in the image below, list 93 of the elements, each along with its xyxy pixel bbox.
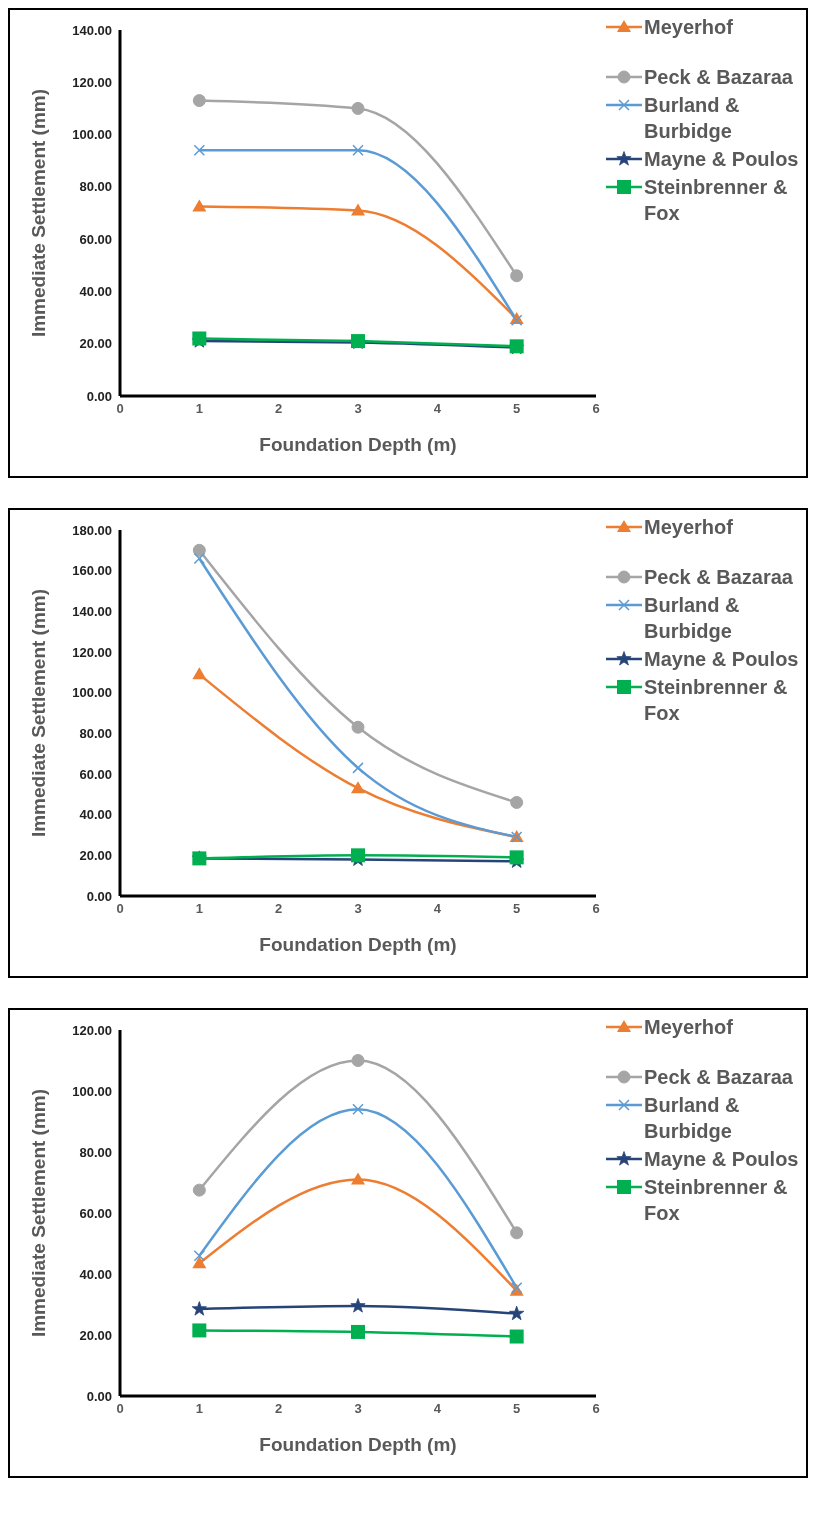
- x-axis-title: Foundation Depth (m): [259, 434, 457, 455]
- y-axis-title: Immediate Settlement (mm): [27, 588, 49, 838]
- point: [193, 1249, 206, 1262]
- x-tick-label: 0: [116, 1401, 124, 1417]
- y-tick-label: 120.00: [72, 74, 112, 90]
- point: [351, 1054, 365, 1067]
- y-axis-title: Immediate Settlement (mm): [27, 1088, 49, 1338]
- legend-label: Burland & Burbidge: [644, 93, 741, 144]
- y-tick-label: 40.00: [79, 807, 112, 823]
- x-tick-label: 4: [433, 1401, 442, 1417]
- point: [509, 1305, 525, 1321]
- y-tick-label: 0.00: [86, 388, 112, 404]
- legend-label: Steinbrenner & Fox: [644, 675, 789, 726]
- y-tick-label: 140.00: [72, 22, 112, 38]
- y-tick-label: 0.00: [86, 1388, 112, 1404]
- y-tick-label: 60.00: [79, 1205, 112, 1221]
- point: [191, 1301, 207, 1316]
- x-tick-label: 4: [433, 401, 442, 417]
- legend-label: Burland & Burbidge: [644, 593, 741, 644]
- point: [351, 203, 365, 216]
- point: [351, 101, 365, 115]
- y-tick-label: 100.00: [72, 127, 112, 143]
- x-tick-label: 5: [513, 401, 521, 417]
- y-tick-label: 20.00: [79, 336, 112, 352]
- x-tick-label: 3: [354, 401, 362, 417]
- point: [351, 781, 365, 794]
- x-tick-label: 5: [513, 901, 521, 917]
- point: [352, 1103, 364, 1116]
- x-tick-label: 0: [116, 901, 124, 917]
- point: [351, 1324, 365, 1339]
- y-tick-label: 180.00: [72, 522, 112, 538]
- y-tick-label: 20.00: [79, 847, 112, 863]
- point: [192, 199, 207, 212]
- legend-label: Burland & Burbidge: [644, 1093, 741, 1144]
- legend-label: Peck & Bazaraa: [644, 565, 793, 590]
- y-tick-label: 80.00: [79, 725, 112, 741]
- legend-label: Mayne & Poulos: [644, 1147, 799, 1172]
- point: [192, 1323, 207, 1338]
- y-tick-label: 140.00: [72, 603, 112, 619]
- y-tick-label: 60.00: [79, 766, 112, 782]
- x-tick-label: 0: [116, 401, 124, 417]
- y-tick-label: 120.00: [72, 1022, 112, 1038]
- x-tick-label: 6: [592, 401, 600, 417]
- y-tick-label: 20.00: [79, 1327, 112, 1343]
- y-tick-label: 80.00: [79, 1144, 112, 1160]
- point: [192, 1183, 206, 1197]
- y-tick-label: 160.00: [72, 563, 112, 579]
- x-tick-label: 1: [195, 901, 203, 917]
- x-tick-label: 3: [354, 901, 362, 917]
- legend-label: Meyerhof: [644, 1015, 733, 1040]
- point: [350, 1298, 366, 1313]
- point: [510, 795, 524, 809]
- y-tick-label: 60.00: [79, 231, 112, 247]
- x-tick-label: 2: [275, 1401, 283, 1417]
- x-axis-title: Foundation Depth (m): [259, 1434, 457, 1455]
- point: [192, 94, 206, 108]
- point: [193, 144, 206, 157]
- y-tick-label: 100.00: [72, 685, 112, 701]
- legend-label: Peck & Bazaraa: [644, 1065, 793, 1090]
- point: [352, 144, 364, 157]
- point: [510, 269, 524, 283]
- x-tick-label: 1: [195, 401, 203, 417]
- y-tick-label: 0.00: [86, 888, 112, 904]
- point: [192, 1256, 207, 1269]
- point: [510, 1226, 524, 1240]
- point: [351, 720, 365, 734]
- y-tick-label: 40.00: [79, 1266, 112, 1282]
- legend-label: Mayne & Poulos: [644, 647, 799, 672]
- point: [509, 1329, 524, 1344]
- legend-label: Steinbrenner & Fox: [644, 1175, 789, 1226]
- legend-label: Meyerhof: [644, 515, 733, 540]
- y-tick-label: 100.00: [72, 1083, 112, 1099]
- point: [192, 667, 207, 680]
- x-tick-label: 6: [592, 1401, 600, 1417]
- point: [351, 1172, 365, 1185]
- point: [193, 552, 206, 565]
- x-tick-label: 5: [513, 1401, 521, 1417]
- legend-label: Meyerhof: [644, 15, 733, 40]
- x-tick-label: 2: [275, 901, 283, 917]
- x-tick-label: 3: [354, 1401, 362, 1417]
- x-tick-label: 1: [195, 1401, 203, 1417]
- y-tick-label: 80.00: [79, 179, 112, 195]
- legend-label: Steinbrenner & Fox: [644, 175, 789, 226]
- point: [192, 543, 206, 557]
- y-tick-label: 40.00: [79, 284, 112, 300]
- x-axis-title: Foundation Depth (m): [259, 934, 457, 955]
- x-tick-label: 4: [433, 901, 442, 917]
- x-tick-label: 2: [275, 401, 283, 417]
- y-axis-title: Immediate Settlement (mm): [27, 88, 49, 338]
- legend-label: Peck & Bazaraa: [644, 65, 793, 90]
- legend-label: Mayne & Poulos: [644, 147, 799, 172]
- y-tick-label: 120.00: [72, 644, 112, 660]
- x-tick-label: 6: [592, 901, 600, 917]
